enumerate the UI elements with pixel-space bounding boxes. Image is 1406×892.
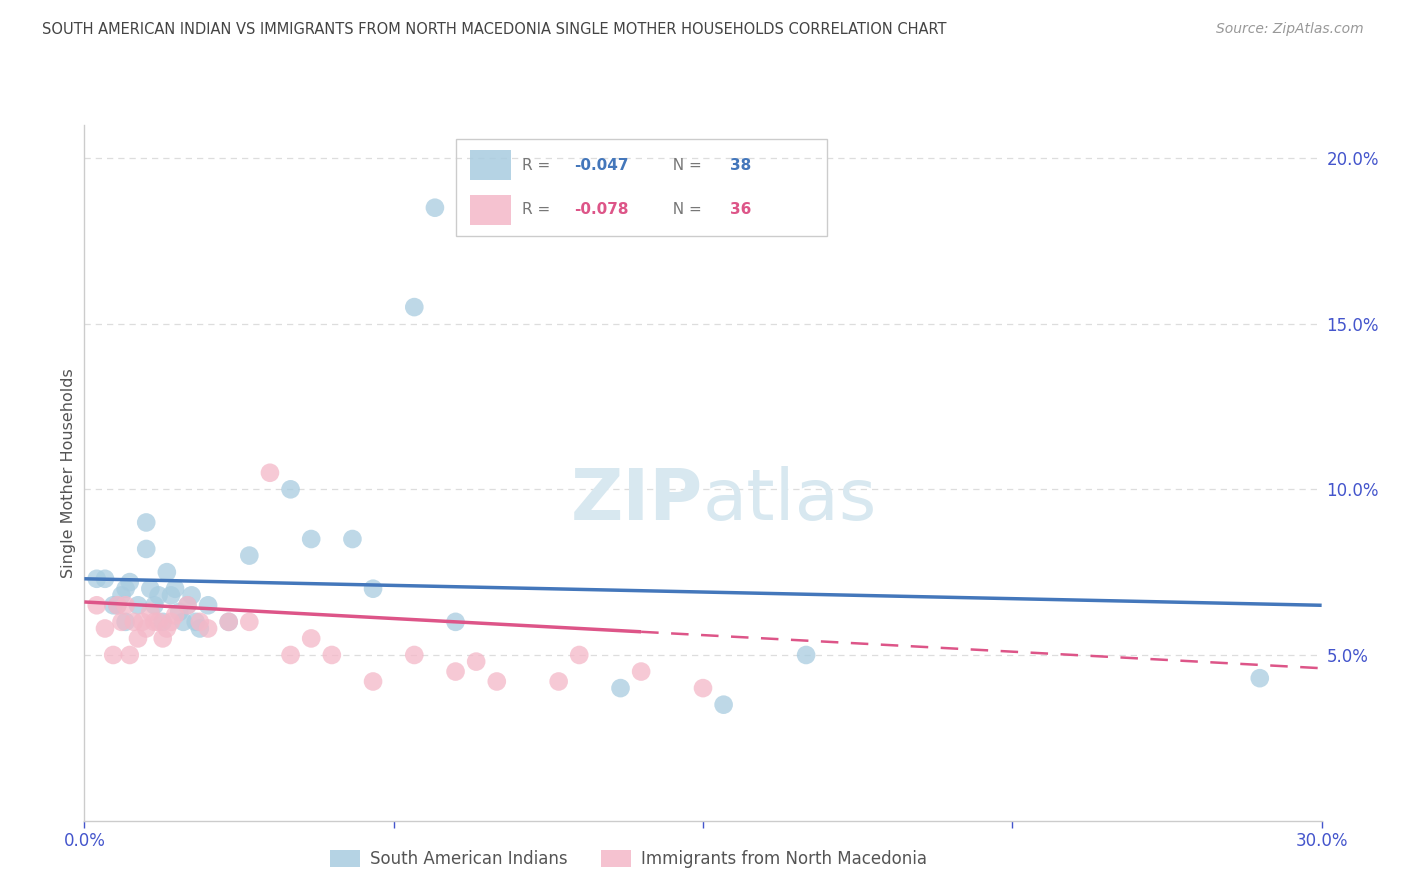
Point bbox=[197, 622, 219, 636]
Text: ZIP: ZIP bbox=[571, 467, 703, 535]
Point bbox=[568, 648, 591, 662]
Text: SOUTH AMERICAN INDIAN VS IMMIGRANTS FROM NORTH MACEDONIA SINGLE MOTHER HOUSEHOLD: SOUTH AMERICAN INDIAN VS IMMIGRANTS FROM… bbox=[42, 22, 946, 37]
Point bbox=[139, 605, 162, 619]
Point bbox=[105, 599, 128, 613]
Point bbox=[86, 572, 108, 586]
Point bbox=[299, 532, 322, 546]
Point bbox=[114, 615, 136, 629]
Point bbox=[259, 466, 281, 480]
Point bbox=[794, 648, 817, 662]
Point bbox=[692, 681, 714, 695]
Point bbox=[630, 665, 652, 679]
Point bbox=[1249, 671, 1271, 685]
Point bbox=[135, 516, 157, 530]
Point bbox=[465, 655, 488, 669]
Point bbox=[238, 615, 260, 629]
Point bbox=[218, 615, 240, 629]
Point bbox=[118, 575, 141, 590]
Text: Source: ZipAtlas.com: Source: ZipAtlas.com bbox=[1216, 22, 1364, 37]
Point bbox=[152, 615, 174, 629]
Point bbox=[180, 588, 202, 602]
Point bbox=[280, 648, 302, 662]
Point bbox=[118, 648, 141, 662]
Point bbox=[423, 201, 446, 215]
Point bbox=[609, 681, 631, 695]
Point bbox=[547, 674, 569, 689]
Point bbox=[143, 599, 166, 613]
Point bbox=[321, 648, 343, 662]
Point bbox=[172, 615, 194, 629]
Point bbox=[404, 648, 426, 662]
Point bbox=[148, 588, 170, 602]
Point bbox=[105, 599, 128, 613]
Point bbox=[713, 698, 735, 712]
Point bbox=[238, 549, 260, 563]
Point bbox=[444, 615, 467, 629]
Point bbox=[156, 622, 179, 636]
Text: atlas: atlas bbox=[703, 467, 877, 535]
Point bbox=[404, 300, 426, 314]
Point bbox=[94, 622, 117, 636]
Point bbox=[114, 582, 136, 596]
Point bbox=[165, 582, 187, 596]
Point bbox=[148, 615, 170, 629]
Point bbox=[165, 608, 187, 623]
Point bbox=[94, 572, 117, 586]
Point bbox=[361, 582, 384, 596]
Y-axis label: Single Mother Households: Single Mother Households bbox=[60, 368, 76, 578]
Point bbox=[444, 665, 467, 679]
Point bbox=[299, 632, 322, 646]
Point bbox=[152, 632, 174, 646]
Point bbox=[160, 588, 183, 602]
Point bbox=[127, 632, 149, 646]
Legend: South American Indians, Immigrants from North Macedonia: South American Indians, Immigrants from … bbox=[323, 844, 934, 875]
Point bbox=[103, 599, 125, 613]
Point bbox=[176, 599, 198, 613]
Point bbox=[197, 599, 219, 613]
Point bbox=[122, 615, 145, 629]
Point bbox=[139, 582, 162, 596]
Point bbox=[156, 565, 179, 579]
Point bbox=[135, 622, 157, 636]
Point bbox=[188, 615, 211, 629]
Point bbox=[188, 622, 211, 636]
Point bbox=[218, 615, 240, 629]
Point bbox=[280, 483, 302, 497]
Point bbox=[110, 615, 132, 629]
Point bbox=[184, 615, 207, 629]
Point bbox=[361, 674, 384, 689]
Point bbox=[127, 599, 149, 613]
Point bbox=[485, 674, 508, 689]
Point bbox=[167, 605, 190, 619]
Point bbox=[110, 588, 132, 602]
Point bbox=[131, 615, 153, 629]
Point bbox=[114, 599, 136, 613]
Point bbox=[135, 541, 157, 556]
Point bbox=[176, 599, 198, 613]
Point bbox=[342, 532, 364, 546]
Point bbox=[103, 648, 125, 662]
Point bbox=[143, 615, 166, 629]
Point bbox=[160, 615, 183, 629]
Point bbox=[86, 599, 108, 613]
